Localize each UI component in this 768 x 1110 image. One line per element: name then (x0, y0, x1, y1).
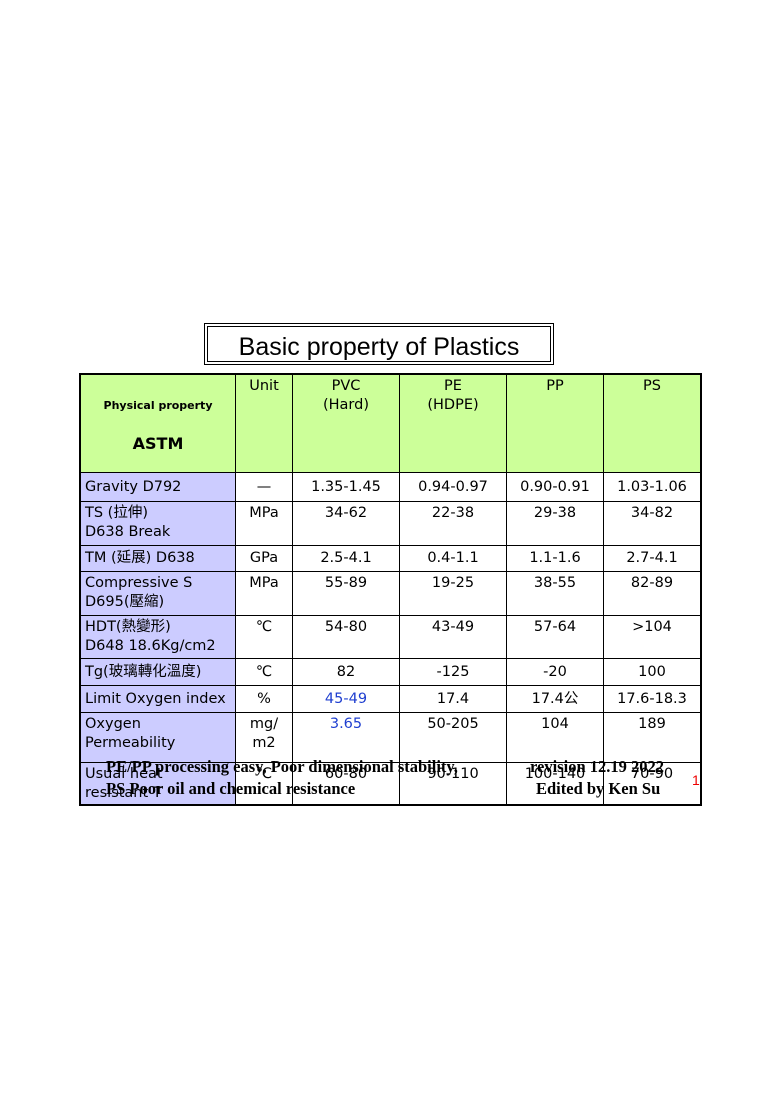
table-cell: HDT(熱變形) D648 18.6Kg/cm2 (79, 615, 236, 659)
table-cell: 2.7-4.1 (603, 545, 702, 572)
table-cell: 100-140 (506, 762, 604, 805)
header-cell: Physical property ASTM (79, 373, 236, 473)
header-cell: PE (HDPE) (399, 373, 507, 473)
header-property: Physical property (103, 399, 213, 412)
table-cell: 100 (603, 658, 702, 686)
header-standard: ASTM (132, 434, 184, 453)
page-number: 1 (692, 772, 700, 788)
table-cell: Usual heat resistant T (79, 762, 236, 805)
header-cell: Unit (235, 373, 293, 473)
table-cell: 50-205 (399, 712, 507, 763)
footer-note: PS Poor oil and chemical resistance (106, 779, 356, 798)
table-row: Oxygen Permeability mg/ m2 3.65 50-205 104 18… (79, 712, 702, 763)
table-cell: 29-38 (506, 501, 604, 546)
table-cell: 57-64 (506, 615, 604, 659)
header-row: Physical property ASTM Unit PVC (Hard) PE… (79, 373, 702, 473)
table-cell: 34-62 (292, 501, 400, 546)
table-row: Limit Oxygen index% 45-49 17.4 17.4公 17.6-18… (79, 685, 702, 713)
table-cell: 60-80 (292, 762, 400, 805)
table-cell: 1.03-1.06 (603, 472, 702, 502)
footer-revision: revision 12.19 2022 (530, 757, 664, 776)
table-cell: GPa (235, 545, 293, 572)
table-cell: Limit Oxygen index (79, 685, 236, 713)
table-row: Gravity D792—1.35-1.45 0.94-0.97 0.90-0.91… (79, 472, 702, 502)
table-cell: Gravity D792 (79, 472, 236, 502)
header-cell: PS (603, 373, 702, 473)
table-cell: 1.35-1.45 (292, 472, 400, 502)
table-cell: 90-110 (399, 762, 507, 805)
table-cell: -20 (506, 658, 604, 686)
table-cell: ℃ (235, 615, 293, 659)
table-row: TS (拉伸) D638 Break MPa 34-62 22-38 29-38 34-8… (79, 501, 702, 546)
table-cell: Oxygen Permeability (79, 712, 236, 763)
table-cell: Tg(玻璃轉化溫度) (79, 658, 236, 686)
table-cell: 82-89 (603, 571, 702, 616)
table-cell: 1.1-1.6 (506, 545, 604, 572)
table-cell: 55-89 (292, 571, 400, 616)
table-cell: 70-90 (603, 762, 702, 805)
table-row: TM (延展) D638 GPa 2.5-4.1 0.4-1.1 1.1-1.6 2.7-… (79, 545, 702, 572)
footer-note: PE/PP processing easy, Poor dimensional … (106, 757, 458, 776)
table-cell: 3.65 (292, 712, 400, 763)
table-row: Usual heat resistant T ℃ 60-80 90-110 100-14… (79, 762, 702, 805)
table-cell: 0.90-0.91 (506, 472, 604, 502)
table-cell: 17.6-18.3 (603, 685, 702, 713)
table-cell: TM (延展) D638 (79, 545, 236, 572)
table-cell: 45-49 (292, 685, 400, 713)
header-cell: PP (506, 373, 604, 473)
table-cell: % (235, 685, 293, 713)
table-cell: — (235, 472, 293, 502)
table-cell: 2.5-4.1 (292, 545, 400, 572)
table-body: Physical property ASTM Unit PVC (Hard) PE… (79, 373, 702, 805)
table-cell: 43-49 (399, 615, 507, 659)
table-row: HDT(熱變形) D648 18.6Kg/cm2 ℃ 54-80 43-49 57-64… (79, 615, 702, 659)
table-cell: 104 (506, 712, 604, 763)
table-cell: 19-25 (399, 571, 507, 616)
table-cell: 38-55 (506, 571, 604, 616)
footer-editor: Edited by Ken Su (536, 779, 661, 798)
table-row: Compressive S D695(壓縮) MPa 55-89 19-25 38-55… (79, 571, 702, 616)
table-cell: 189 (603, 712, 702, 763)
table-cell: 34-82 (603, 501, 702, 546)
table-cell: 54-80 (292, 615, 400, 659)
property-table: Physical property ASTM Unit PVC (Hard) PE… (79, 373, 702, 806)
table-cell: Compressive S D695(壓縮) (79, 571, 236, 616)
table-cell: 82 (292, 658, 400, 686)
table-cell: 17.4 (399, 685, 507, 713)
table-cell: mg/ m2 (235, 712, 293, 763)
header-cell: PVC (Hard) (292, 373, 400, 473)
table-cell: 22-38 (399, 501, 507, 546)
table-cell: MPa (235, 571, 293, 616)
table-cell: ℃ (235, 658, 293, 686)
table-cell: -125 (399, 658, 507, 686)
table-cell: ℃ (235, 762, 293, 805)
table-cell: 0.4-1.1 (399, 545, 507, 572)
table-cell: 17.4公 (506, 685, 604, 713)
table-row: Tg(玻璃轉化溫度) ℃ 82 -125 -20 100 (79, 658, 702, 686)
table-cell: TS (拉伸) D638 Break (79, 501, 236, 546)
table-cell: MPa (235, 501, 293, 546)
table-cell: >104 (603, 615, 702, 659)
table-cell: 0.94-0.97 (399, 472, 507, 502)
title: Basic property of Plastics (204, 323, 554, 365)
